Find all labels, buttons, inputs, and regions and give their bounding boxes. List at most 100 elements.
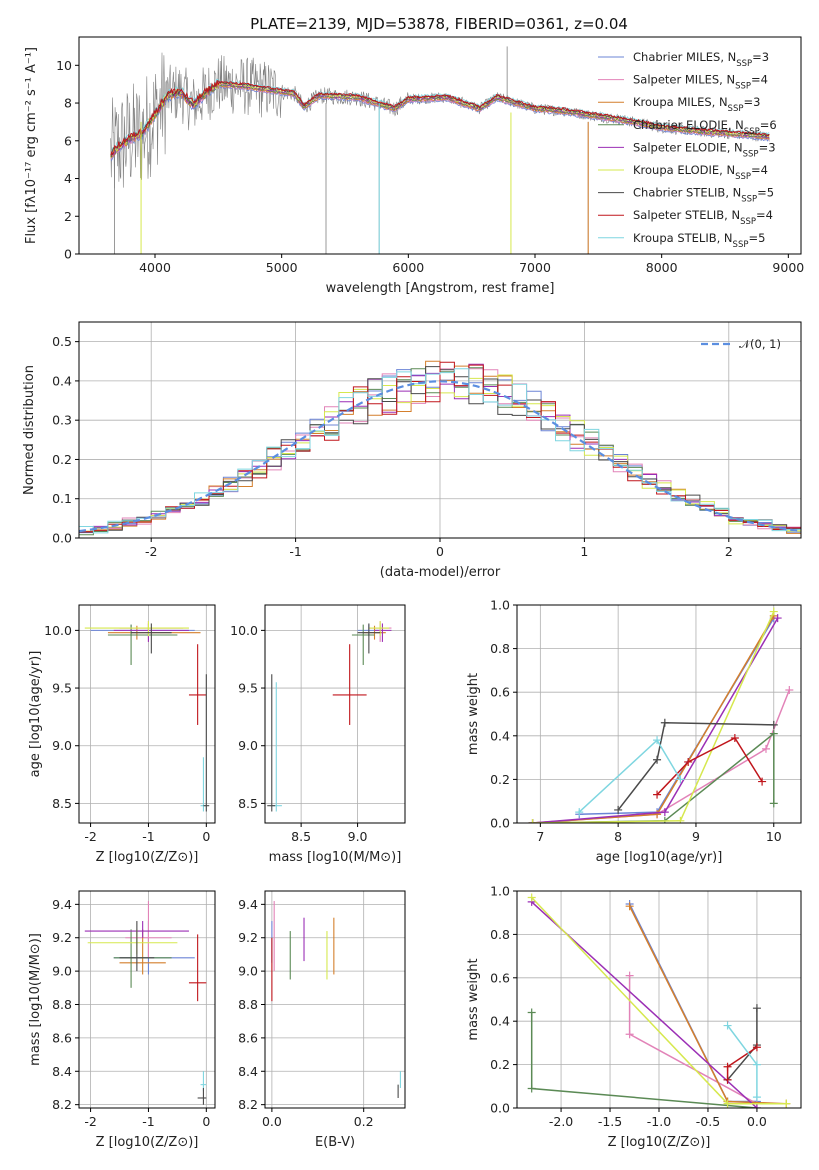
x-tick-label: -2.0 xyxy=(549,1114,573,1129)
legend-label: Salpeter ELODIE, NSSP=3 xyxy=(633,140,776,159)
weight-marker xyxy=(527,893,536,902)
residual-histogram xyxy=(79,368,801,534)
plot-area xyxy=(84,621,210,812)
x-tick-label: 0 xyxy=(436,544,444,559)
weight-marker xyxy=(752,1104,761,1108)
x-tick-label: 4000 xyxy=(139,260,171,275)
y-tick-label: 10.0 xyxy=(44,623,72,638)
panel-mass-weight-vs-age: 7 8 9 10 0.0 0.2 0.4 0.6 0.8 1.0 age [log10(age/yr… xyxy=(466,598,802,865)
y-tick-label: 9.4 xyxy=(238,897,258,912)
y-tick-label: 0.0 xyxy=(52,531,72,546)
x-tick-label: 0.0 xyxy=(262,1114,282,1129)
weight-marker xyxy=(752,1093,761,1102)
y-axis-label: mass weight xyxy=(466,673,481,755)
y-tick-label: 2 xyxy=(64,209,72,224)
axes-frame xyxy=(78,36,802,255)
legend-subscript: SSP xyxy=(735,82,751,92)
x-axis-label: Z [log10(Z/Z⊙)] xyxy=(96,850,199,865)
panel-age-vs-Z: -2 -1 0 8.5 9.0 9.5 10.0 Z [log10(Z/Z⊙)] age [lo… xyxy=(28,604,216,865)
x-tick-label: -2 xyxy=(84,829,96,844)
legend-count: =4 xyxy=(756,208,773,222)
weight-marker xyxy=(758,777,767,786)
x-tick-label: 8.5 xyxy=(291,829,311,844)
x-axis-label: mass [log10(M/M⊙)] xyxy=(269,850,402,865)
axes-frame xyxy=(264,604,406,824)
weight-marker xyxy=(723,1075,732,1084)
y-tick-label: 9.0 xyxy=(52,738,72,753)
x-tick-label: 2 xyxy=(725,544,733,559)
y-tick-label: 9.2 xyxy=(238,930,258,945)
y-tick-label: 8.4 xyxy=(52,1064,72,1079)
x-tick-label: 7 xyxy=(536,829,544,844)
legend-subscript: SSP xyxy=(740,217,756,227)
legend-count: =3 xyxy=(743,95,760,109)
weight-line xyxy=(532,611,775,823)
plot-area xyxy=(528,607,794,823)
y-tick-label: 9.0 xyxy=(238,738,258,753)
panel-residuals: -2 -1 0 1 2 0.0 0.1 0.2 0.3 0.4 0.5 (data-model)/er… xyxy=(22,321,802,580)
legend-label: Salpeter STELIB, NSSP=4 xyxy=(633,208,773,227)
plot-area xyxy=(271,901,401,1098)
x-tick-label: 0 xyxy=(202,829,210,844)
legend-count: =3 xyxy=(752,50,769,64)
axes-frame xyxy=(78,890,216,1109)
y-tick-label: 0.4 xyxy=(52,373,72,388)
weight-marker xyxy=(723,1099,732,1108)
y-tick-label: 8.6 xyxy=(52,1030,72,1045)
y-tick-label: 0.8 xyxy=(490,641,510,656)
legend-label: Kroupa MILES, NSSP=3 xyxy=(633,95,760,114)
y-tick-label: 0.8 xyxy=(490,927,510,942)
x-tick-label: -1.5 xyxy=(598,1114,622,1129)
y-tick-label: 8 xyxy=(64,96,72,111)
y-tick-label: 0.5 xyxy=(52,334,72,349)
legend-label: Salpeter MILES, NSSP=4 xyxy=(633,73,768,92)
weight-line xyxy=(628,903,757,1103)
x-tick-label: 6000 xyxy=(392,260,424,275)
y-tick-label: 10 xyxy=(56,58,72,73)
plot-area xyxy=(84,901,207,1105)
x-axis-label: (data-model)/error xyxy=(380,565,501,580)
weight-marker xyxy=(625,902,634,911)
panel-mass-weight-vs-Z: -2.0 -1.5 -1.0 -0.5 0.0 0.0 0.2 0.4 0.6 0.8 1.0 Z [… xyxy=(466,884,802,1150)
weight-line xyxy=(532,732,775,823)
weight-marker xyxy=(676,775,685,784)
weight-marker xyxy=(653,810,662,819)
y-tick-label: 9.2 xyxy=(52,930,72,945)
figure-title: PLATE=2139, MJD=53878, FIBERID=0361, z=0… xyxy=(250,15,628,33)
x-tick-label: -1.0 xyxy=(647,1114,671,1129)
legend-label: Kroupa STELIB, NSSP=5 xyxy=(633,231,765,250)
y-tick-label: 9.4 xyxy=(52,897,72,912)
weight-marker xyxy=(653,736,662,745)
x-axis-label: Z [log10(Z/Z⊙)] xyxy=(608,1135,711,1150)
weight-line xyxy=(656,737,763,796)
normal-legend-label: 𝒩(0, 1) xyxy=(739,337,781,351)
y-tick-label: 4 xyxy=(64,171,72,186)
x-tick-label: 9 xyxy=(692,829,700,844)
plot-area xyxy=(527,893,791,1108)
x-tick-label: 8 xyxy=(614,829,622,844)
weight-marker xyxy=(676,816,685,823)
weight-marker xyxy=(614,805,623,814)
y-tick-label: 1.0 xyxy=(490,598,510,613)
x-tick-label: 5000 xyxy=(266,260,298,275)
y-tick-label: 0.4 xyxy=(490,1014,510,1029)
legend-subscript: SSP xyxy=(741,195,757,205)
axes-frame xyxy=(264,890,406,1109)
axes-frame xyxy=(78,321,802,539)
x-tick-label: -1 xyxy=(142,829,154,844)
x-tick-label: 0.2 xyxy=(354,1114,374,1129)
weight-marker xyxy=(653,755,662,764)
y-tick-label: 6 xyxy=(64,133,72,148)
y-tick-label: 0.3 xyxy=(52,413,72,428)
weight-marker xyxy=(527,1084,536,1093)
y-tick-label: 0.6 xyxy=(490,970,510,985)
legend-count: =5 xyxy=(757,186,774,200)
x-tick-label: 9000 xyxy=(772,260,804,275)
y-axis-label: Normed distribution xyxy=(22,365,37,495)
x-tick-label: 9.0 xyxy=(348,829,368,844)
x-tick-label: -1 xyxy=(289,544,301,559)
legend-count: =5 xyxy=(748,231,765,245)
weight-marker xyxy=(730,733,739,742)
weight-marker xyxy=(785,686,794,695)
weight-marker xyxy=(752,1004,761,1013)
